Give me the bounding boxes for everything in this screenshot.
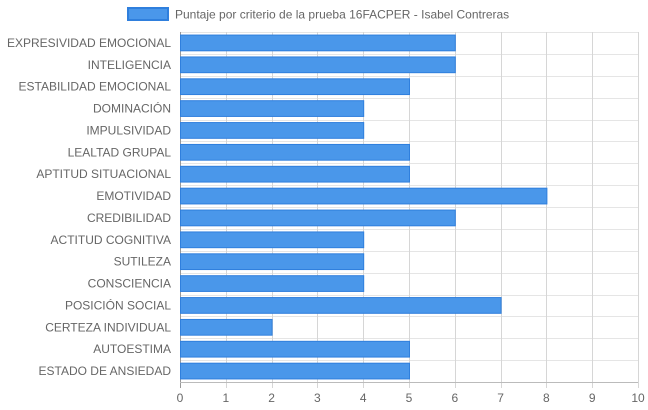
bar[interactable]	[180, 122, 365, 139]
x-tick-label: 5	[406, 391, 413, 405]
category-label: SUTILEZA	[114, 255, 171, 269]
category-label: AUTOESTIMA	[93, 342, 171, 356]
x-tick-label: 3	[314, 391, 321, 405]
category-label: EXPRESIVIDAD EMOCIONAL	[7, 36, 171, 50]
legend-swatch	[127, 7, 169, 21]
bar[interactable]	[180, 209, 456, 227]
category-label: DOMINACIÓN	[93, 101, 171, 116]
category-labels: EXPRESIVIDAD EMOCIONAL INTELIGENCIA ESTABI…	[7, 36, 171, 378]
x-tick-label: 7	[497, 391, 504, 405]
category-label: IMPULSIVIDAD	[86, 123, 171, 137]
x-tick-label: 10	[631, 391, 645, 405]
x-tick-label: 9	[589, 391, 596, 405]
bar[interactable]	[180, 78, 410, 96]
x-axis-tick-labels: 0 1 2 3 4 5 6 7 8 9 10	[177, 391, 645, 405]
x-tick-label: 8	[543, 391, 550, 405]
bar[interactable]	[180, 56, 456, 74]
category-label: APTITUD SITUACIONAL	[36, 167, 171, 181]
bar[interactable]	[180, 318, 273, 336]
bar[interactable]	[180, 275, 365, 292]
category-label: EMOTIVIDAD	[96, 189, 171, 203]
bar[interactable]	[180, 340, 410, 358]
bar[interactable]	[180, 187, 548, 205]
category-label: CERTEZA INDIVIDUAL	[45, 320, 171, 334]
category-label: LEALTAD GRUPAL	[68, 145, 172, 159]
category-label: CONSCIENCIA	[88, 277, 171, 291]
x-tick-label: 0	[177, 391, 184, 405]
bar[interactable]	[180, 100, 365, 117]
bar[interactable]	[180, 165, 410, 183]
bar[interactable]	[180, 143, 410, 161]
legend-label: Puntaje por criterio de la prueba 16FACP…	[175, 8, 509, 22]
bar[interactable]	[180, 231, 365, 249]
bars	[180, 34, 548, 380]
legend[interactable]: Puntaje por criterio de la prueba 16FACP…	[127, 7, 509, 22]
x-tick-label: 1	[222, 391, 229, 405]
category-label: CREDIBILIDAD	[87, 211, 171, 225]
x-tick-label: 6	[451, 391, 458, 405]
category-label: POSICIÓN SOCIAL	[65, 297, 171, 312]
category-label: INTELIGENCIA	[88, 58, 171, 72]
bar[interactable]	[180, 253, 365, 271]
category-label: ESTABILIDAD EMOCIONAL	[19, 80, 172, 94]
bar[interactable]	[180, 34, 456, 52]
bar[interactable]	[180, 297, 502, 314]
category-label: ACTITUD COGNITIVA	[51, 233, 171, 247]
bar[interactable]	[180, 362, 410, 380]
x-tick-label: 4	[360, 391, 367, 405]
x-tick-label: 2	[268, 391, 275, 405]
category-label: ESTADO DE ANSIEDAD	[39, 364, 172, 378]
